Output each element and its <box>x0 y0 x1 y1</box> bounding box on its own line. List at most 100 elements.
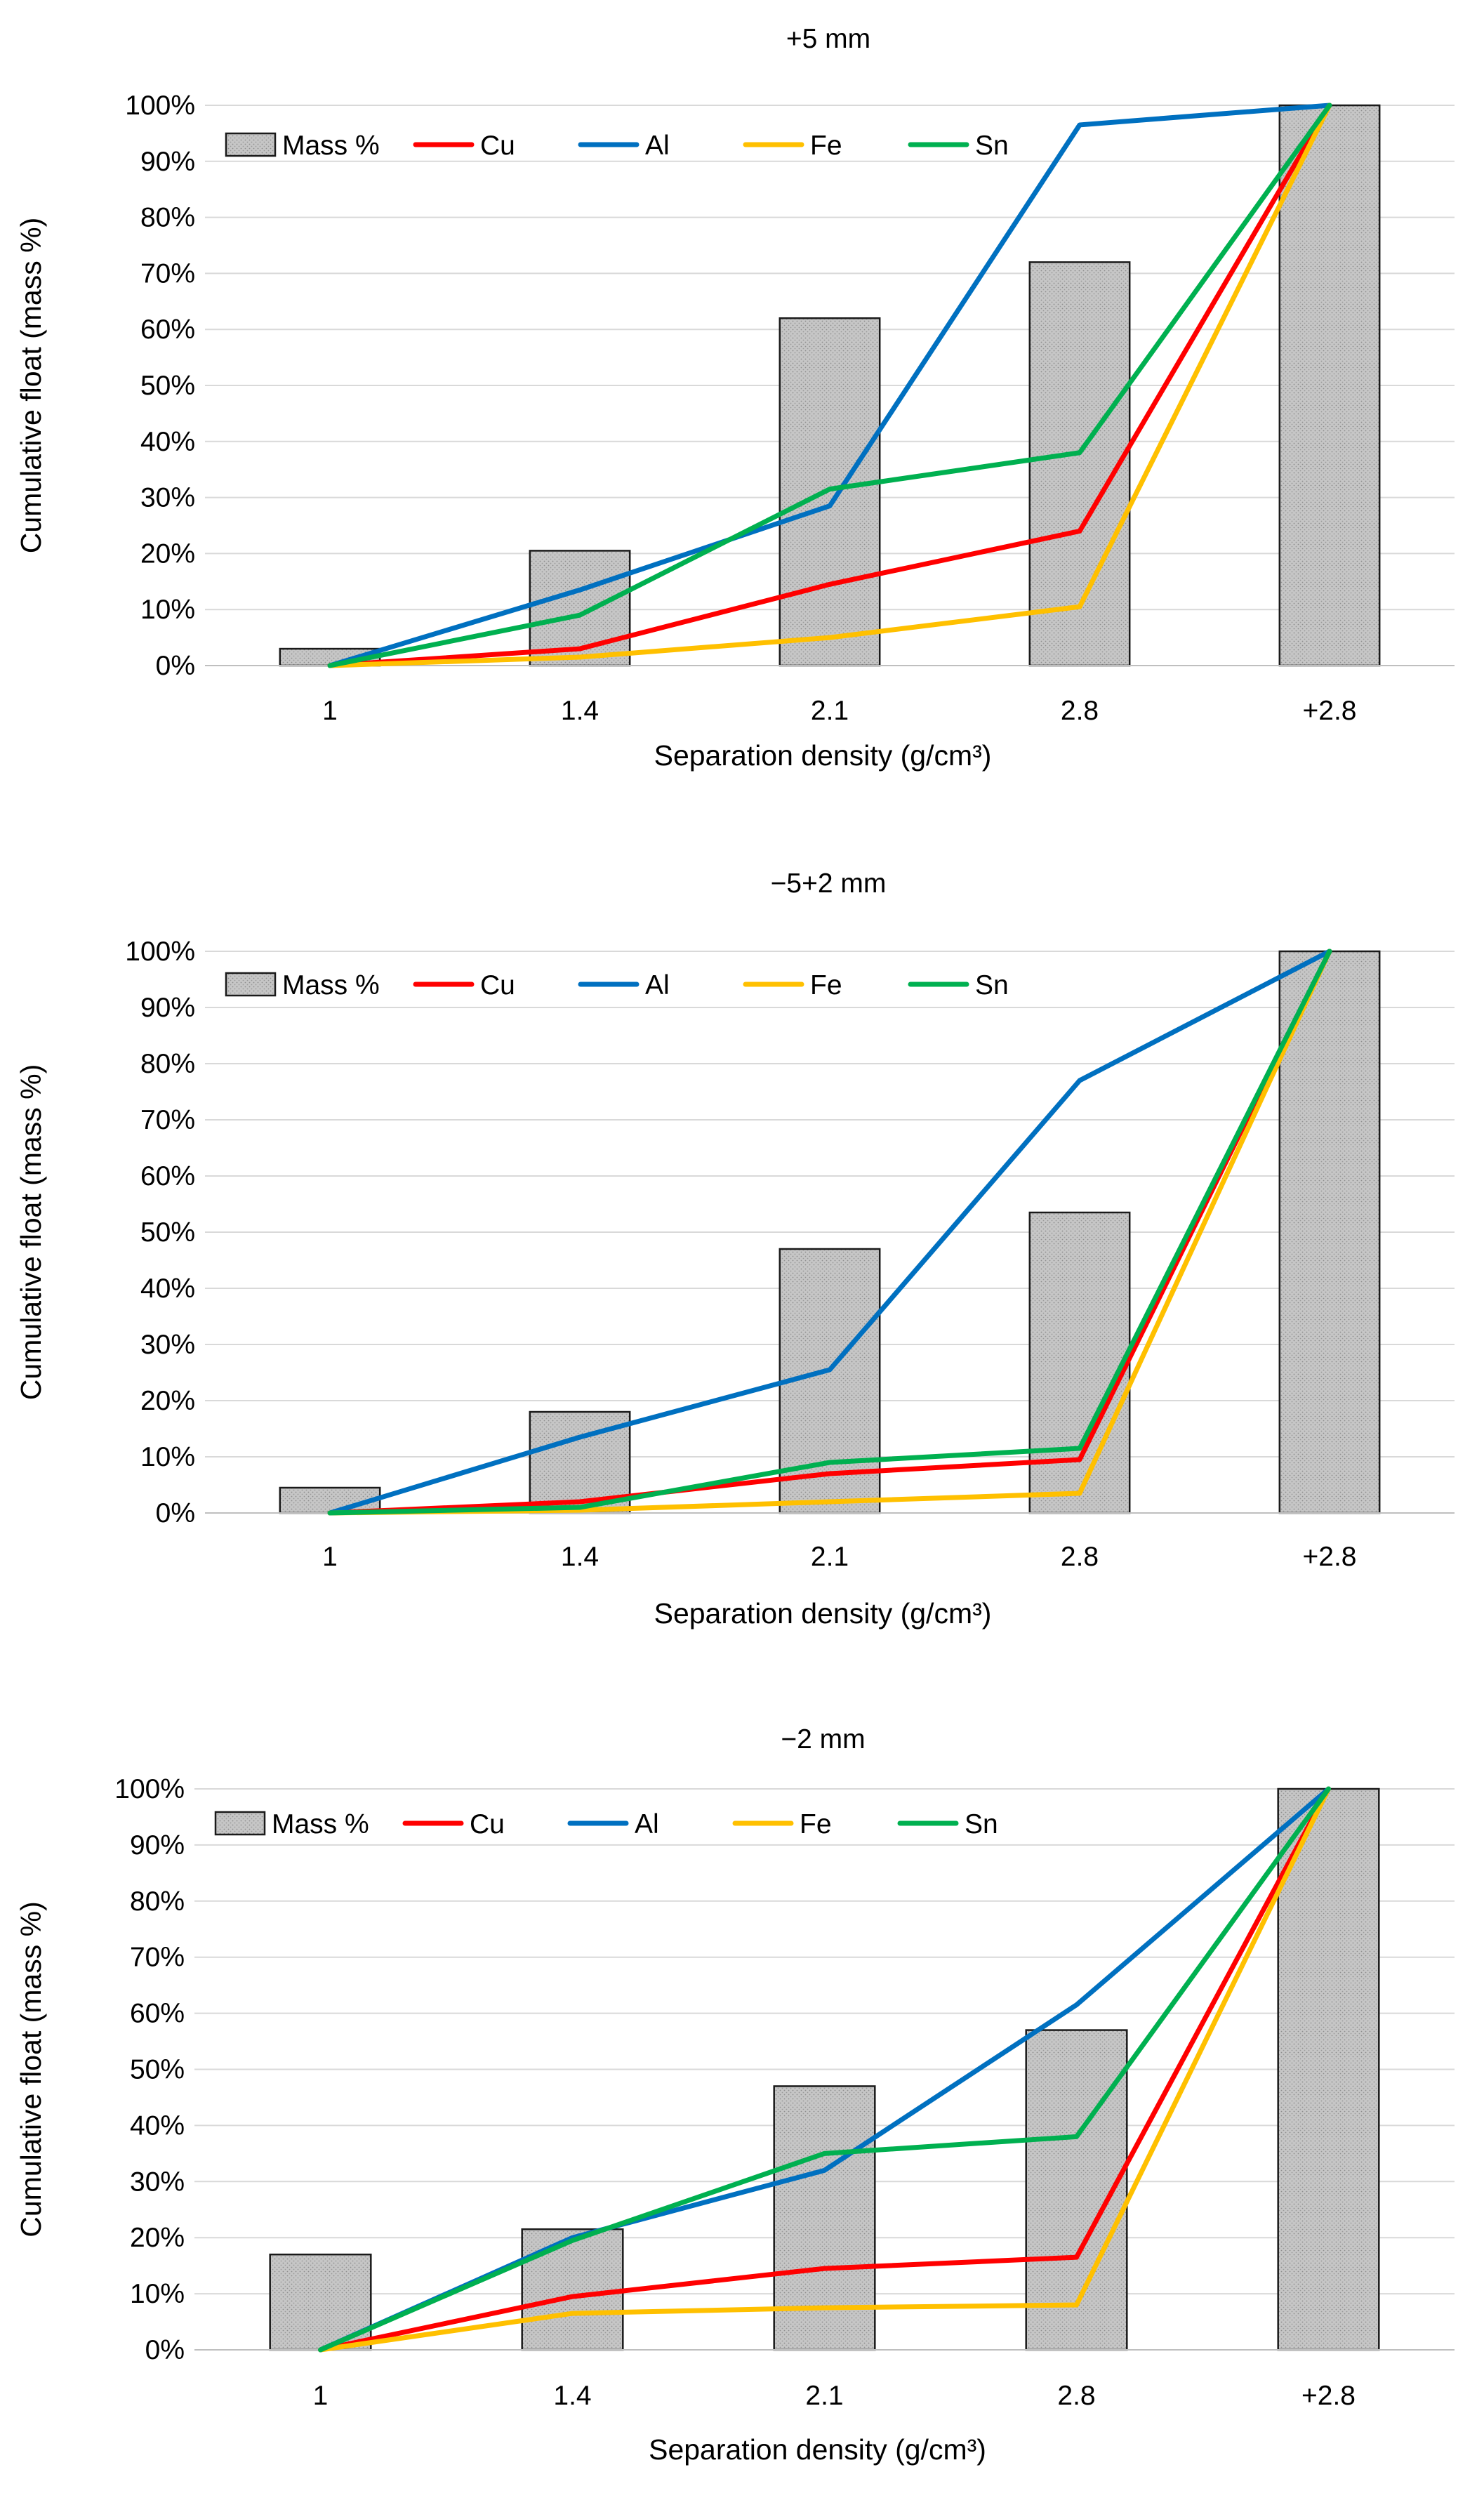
chart-title: −5+2 mm <box>771 868 887 899</box>
y-tick-label: 40% <box>140 1274 195 1304</box>
y-tick-label: 20% <box>140 1386 195 1416</box>
data-point-Fe <box>1076 2304 1077 2306</box>
data-point-Fe <box>579 1509 581 1511</box>
x-tick-label: 1.4 <box>553 2381 591 2411</box>
data-point-Cu <box>824 2268 825 2269</box>
bar-2.1 <box>779 317 881 667</box>
y-tick-label: 100% <box>125 91 195 121</box>
y-tick-label: 60% <box>130 1999 185 2029</box>
y-tick-label: 50% <box>140 1217 195 1248</box>
y-tick-label: 60% <box>140 315 195 345</box>
y-axis-label: Cumulative float (mass %) <box>15 1901 47 2237</box>
legend-swatch-mass <box>214 1811 266 1836</box>
chart-1: +5 mm 0% 10% 20% 30% 40% 50% 60% 70% 80% 90% 100% 1 1… <box>15 24 1455 772</box>
bar-2.8 <box>1028 1211 1131 1514</box>
y-tick-label: 30% <box>130 2167 185 2197</box>
legend-label: Al <box>635 1809 659 1839</box>
y-tick-label: 70% <box>130 1943 185 1973</box>
legend-label: Sn <box>965 1809 998 1839</box>
bar-2.8 <box>1028 261 1131 667</box>
x-tick-label: 2.8 <box>1061 696 1099 726</box>
y-tick-label: 0% <box>145 2335 185 2365</box>
chart-2: −5+2 mm 0% 10% 20% 30% 40% 50% 60% 70% 80% 90% 100%… <box>15 868 1455 1630</box>
y-tick-label: 50% <box>130 2055 185 2085</box>
data-point-Sn <box>1076 2136 1077 2137</box>
legend-label: Mass % <box>282 131 380 161</box>
x-tick-label: 2.1 <box>811 696 849 726</box>
legend-label: Al <box>645 970 670 1000</box>
y-tick-label: 100% <box>114 1774 185 1804</box>
y-tick-label: 10% <box>140 1442 195 1472</box>
legend-label: Fe <box>810 970 842 1000</box>
x-axis-label: Separation density (g/cm³) <box>649 2433 986 2466</box>
data-point-Sn <box>579 614 581 616</box>
data-point-Cu <box>572 2296 573 2297</box>
y-tick-label: 90% <box>130 1830 185 1860</box>
y-tick-label: 40% <box>130 2110 185 2141</box>
y-tick-label: 90% <box>140 147 195 177</box>
data-point-Sn <box>329 1512 331 1514</box>
chart-title: +5 mm <box>786 24 870 54</box>
legend-label: Sn <box>975 970 1009 1000</box>
y-tick-label: 80% <box>140 1049 195 1079</box>
bar-1.4 <box>521 2228 624 2351</box>
legend: Mass % Cu Al Fe Sn <box>214 1809 998 1839</box>
y-tick-label: 40% <box>140 427 195 457</box>
y-tick-label: 20% <box>130 2223 185 2253</box>
data-point-Sn <box>320 2349 321 2351</box>
data-point-Fe <box>572 2313 573 2314</box>
y-tick-label: 100% <box>125 937 195 967</box>
x-tick-label: 1 <box>322 1542 338 1572</box>
legend-label: Cu <box>470 1809 505 1839</box>
x-axis-label: Separation density (g/cm³) <box>654 739 992 772</box>
data-point-Sn <box>824 2153 825 2154</box>
data-point-Al <box>824 2169 825 2171</box>
x-tick-label: 2.1 <box>811 1542 849 1572</box>
bar-+2.8 <box>1277 1787 1380 2351</box>
y-tick-label: 90% <box>140 993 195 1023</box>
y-tick-label: 50% <box>140 371 195 401</box>
x-tick-label: 1.4 <box>561 696 599 726</box>
legend-label: Sn <box>975 131 1009 161</box>
bar-+2.8 <box>1278 104 1381 667</box>
x-tick-label: +2.8 <box>1301 2381 1356 2411</box>
legend: Mass % Cu Al Fe Sn <box>225 970 1009 1000</box>
chart-title: −2 mm <box>781 1724 865 1754</box>
x-tick-label: 1 <box>322 696 338 726</box>
legend-label: Al <box>645 131 670 161</box>
legend-label: Mass % <box>272 1809 369 1839</box>
data-point-Cu <box>1076 2256 1077 2258</box>
x-tick-label: 2.8 <box>1057 2381 1095 2411</box>
y-axis-label: Cumulative float (mass %) <box>15 218 47 553</box>
legend-label: Mass % <box>282 970 380 1000</box>
y-tick-label: 0% <box>156 651 195 681</box>
data-point-Sn <box>579 1507 581 1508</box>
data-point-Sn <box>572 2240 573 2241</box>
legend: Mass % Cu Al Fe Sn <box>225 131 1009 161</box>
x-tick-label: 1.4 <box>561 1542 599 1572</box>
y-tick-label: 80% <box>140 203 195 233</box>
y-tick-label: 70% <box>140 1105 195 1135</box>
legend-swatch-mass <box>225 132 277 157</box>
data-point-Al <box>1076 2004 1077 2006</box>
legend-label: Fe <box>810 131 842 161</box>
x-tick-label: 2.1 <box>805 2381 843 2411</box>
y-tick-label: 80% <box>130 1886 185 1917</box>
y-tick-label: 10% <box>140 595 195 625</box>
legend-label: Fe <box>800 1809 832 1839</box>
x-tick-label: +2.8 <box>1303 696 1357 726</box>
bar-+2.8 <box>1278 950 1381 1514</box>
chart-3: −2 mm 0% 10% 20% 30% 40% 50% 60% 70% 80% 90% 100% 1 1… <box>15 1724 1455 2466</box>
y-tick-label: 0% <box>156 1498 195 1528</box>
y-tick-label: 70% <box>140 258 195 289</box>
x-tick-label: 2.8 <box>1061 1542 1099 1572</box>
y-tick-label: 60% <box>140 1161 195 1191</box>
data-point-Fe <box>579 656 581 658</box>
x-tick-label: 1 <box>313 2381 329 2411</box>
y-tick-label: 30% <box>140 483 195 513</box>
x-axis-label: Separation density (g/cm³) <box>654 1597 992 1630</box>
y-tick-label: 30% <box>140 1330 195 1360</box>
y-tick-label: 10% <box>130 2279 185 2309</box>
